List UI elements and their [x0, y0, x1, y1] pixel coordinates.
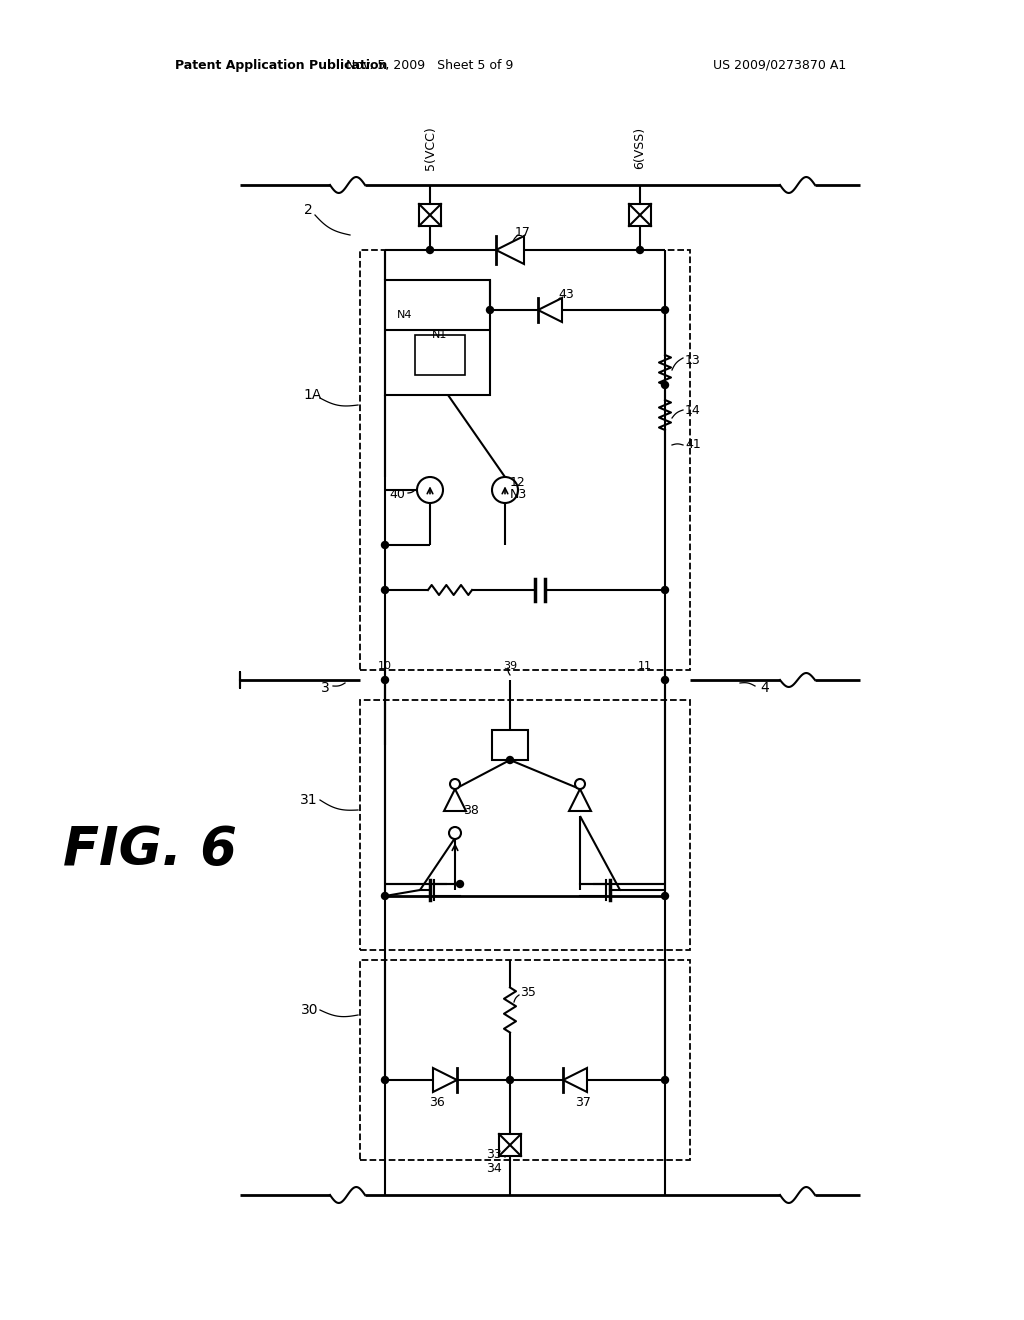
- Text: US 2009/0273870 A1: US 2009/0273870 A1: [714, 58, 847, 71]
- Text: 2: 2: [304, 203, 312, 216]
- Text: 3: 3: [322, 681, 330, 696]
- Circle shape: [417, 477, 443, 503]
- Circle shape: [507, 1077, 513, 1084]
- Text: 6(VSS): 6(VSS): [634, 127, 646, 169]
- Bar: [499, 1134, 521, 1156]
- Text: 36: 36: [429, 1096, 444, 1109]
- Circle shape: [662, 1077, 669, 1084]
- Circle shape: [662, 892, 669, 899]
- Text: N3: N3: [510, 488, 527, 502]
- Circle shape: [457, 880, 464, 887]
- Text: 34: 34: [486, 1163, 502, 1176]
- Circle shape: [637, 247, 643, 253]
- Text: 4: 4: [760, 681, 769, 696]
- Text: 35: 35: [520, 986, 536, 998]
- Bar: [629, 205, 651, 226]
- Polygon shape: [569, 789, 591, 810]
- Text: N4: N4: [397, 310, 413, 319]
- Circle shape: [662, 306, 669, 314]
- Bar: [419, 205, 441, 226]
- Circle shape: [662, 676, 669, 684]
- Text: 5(VCC): 5(VCC): [424, 127, 436, 170]
- Circle shape: [382, 676, 388, 684]
- Circle shape: [662, 586, 669, 594]
- Text: 14: 14: [685, 404, 700, 417]
- Circle shape: [662, 381, 669, 388]
- Text: 33: 33: [486, 1148, 502, 1162]
- Circle shape: [486, 306, 494, 314]
- Text: Patent Application Publication: Patent Application Publication: [175, 58, 387, 71]
- Circle shape: [382, 586, 388, 594]
- Text: 13: 13: [685, 354, 700, 367]
- Text: 30: 30: [300, 1003, 318, 1016]
- Circle shape: [382, 1077, 388, 1084]
- Circle shape: [449, 828, 461, 840]
- Text: N1: N1: [432, 330, 447, 341]
- Circle shape: [382, 892, 388, 899]
- Polygon shape: [433, 1068, 457, 1092]
- Bar: [360, 960, 690, 1160]
- Circle shape: [492, 477, 518, 503]
- Text: 41: 41: [685, 438, 700, 451]
- Text: 43: 43: [558, 288, 573, 301]
- Polygon shape: [538, 298, 562, 322]
- Text: 11: 11: [638, 661, 652, 671]
- Polygon shape: [563, 1068, 587, 1092]
- Text: 1A: 1A: [304, 388, 323, 403]
- Circle shape: [575, 779, 585, 789]
- Text: 31: 31: [300, 793, 318, 807]
- Circle shape: [382, 541, 388, 549]
- Text: 38: 38: [463, 804, 479, 817]
- Bar: [385, 280, 490, 395]
- Bar: [360, 249, 690, 671]
- Bar: [415, 335, 465, 375]
- Text: FIG. 6: FIG. 6: [63, 824, 237, 876]
- Text: 37: 37: [575, 1096, 591, 1109]
- Text: 12: 12: [510, 475, 525, 488]
- Circle shape: [507, 756, 513, 763]
- Text: Nov. 5, 2009   Sheet 5 of 9: Nov. 5, 2009 Sheet 5 of 9: [346, 58, 514, 71]
- Bar: [360, 700, 690, 950]
- Circle shape: [450, 779, 460, 789]
- Bar: [492, 730, 528, 760]
- Text: 10: 10: [378, 661, 392, 671]
- Polygon shape: [496, 236, 524, 264]
- Circle shape: [427, 247, 433, 253]
- Text: 39: 39: [503, 661, 517, 671]
- Polygon shape: [444, 789, 466, 810]
- Text: 17: 17: [515, 226, 530, 239]
- Text: 40: 40: [389, 488, 406, 502]
